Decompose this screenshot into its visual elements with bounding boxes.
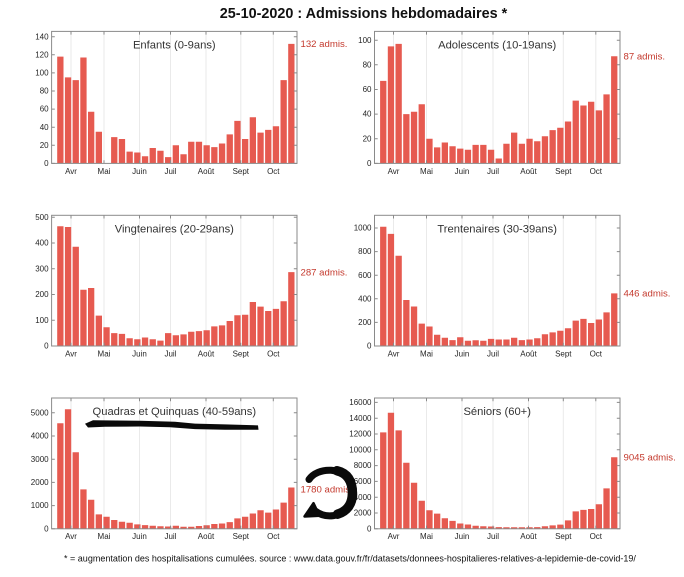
svg-text:100: 100 — [35, 69, 49, 78]
svg-text:1000: 1000 — [354, 224, 372, 233]
svg-text:60: 60 — [40, 105, 49, 114]
svg-text:Mai: Mai — [98, 532, 111, 541]
svg-text:1000: 1000 — [31, 501, 49, 510]
svg-text:Vingtenaires (20-29ans): Vingtenaires (20-29ans) — [115, 223, 234, 235]
svg-text:600: 600 — [358, 271, 372, 280]
svg-text:Août: Août — [198, 532, 215, 541]
svg-text:Sept: Sept — [555, 167, 572, 176]
svg-text:0: 0 — [44, 159, 49, 168]
svg-text:20: 20 — [363, 134, 372, 143]
svg-text:Août: Août — [198, 167, 215, 176]
svg-text:2000: 2000 — [354, 509, 372, 518]
svg-text:0: 0 — [44, 524, 49, 533]
svg-text:400: 400 — [35, 239, 49, 248]
svg-text:20: 20 — [40, 141, 49, 150]
svg-text:Adolescents (10-19ans): Adolescents (10-19ans) — [438, 39, 556, 51]
svg-text:200: 200 — [35, 290, 49, 299]
svg-text:80: 80 — [363, 60, 372, 69]
svg-text:Août: Août — [520, 349, 537, 358]
svg-text:Oct: Oct — [590, 532, 603, 541]
svg-text:Sept: Sept — [233, 167, 250, 176]
svg-text:Avr: Avr — [65, 532, 77, 541]
svg-text:4000: 4000 — [354, 493, 372, 502]
svg-text:287 admis.: 287 admis. — [301, 267, 348, 278]
svg-text:Avr: Avr — [388, 532, 400, 541]
svg-text:Oct: Oct — [267, 532, 280, 541]
svg-text:140: 140 — [35, 32, 49, 41]
svg-text:Juil: Juil — [487, 532, 499, 541]
svg-text:2000: 2000 — [31, 478, 49, 487]
svg-text:Quadras et Quinquas (40-59ans): Quadras et Quinquas (40-59ans) — [93, 406, 257, 418]
svg-text:Oct: Oct — [267, 167, 280, 176]
svg-text:Août: Août — [198, 349, 215, 358]
svg-text:Sept: Sept — [555, 349, 572, 358]
svg-text:0: 0 — [44, 342, 49, 351]
svg-text:3000: 3000 — [31, 455, 49, 464]
svg-text:Avr: Avr — [388, 349, 400, 358]
svg-text:Mai: Mai — [98, 167, 111, 176]
svg-text:500: 500 — [35, 213, 49, 222]
svg-text:0: 0 — [367, 342, 372, 351]
svg-text:25-10-2020 : Admissions hebdom: 25-10-2020 : Admissions hebdomadaires * — [220, 6, 508, 22]
svg-text:Oct: Oct — [590, 167, 603, 176]
svg-text:Juin: Juin — [455, 349, 470, 358]
svg-text:Juil: Juil — [164, 349, 176, 358]
svg-text:Juin: Juin — [455, 167, 470, 176]
svg-text:Sept: Sept — [233, 532, 250, 541]
svg-text:87 admis.: 87 admis. — [624, 51, 666, 62]
svg-text:800: 800 — [358, 247, 372, 256]
svg-text:446 admis.: 446 admis. — [624, 289, 671, 300]
svg-text:Juin: Juin — [455, 532, 470, 541]
svg-text:1780 admis.: 1780 admis. — [301, 485, 353, 496]
svg-text:132 admis.: 132 admis. — [301, 39, 348, 50]
svg-text:Juil: Juil — [164, 532, 176, 541]
svg-text:0: 0 — [367, 524, 372, 533]
svg-text:Mai: Mai — [420, 532, 433, 541]
svg-text:Juil: Juil — [487, 167, 499, 176]
svg-text:4000: 4000 — [31, 432, 49, 441]
svg-text:40: 40 — [363, 110, 372, 119]
svg-text:8000: 8000 — [354, 461, 372, 470]
svg-text:Juil: Juil — [164, 167, 176, 176]
svg-text:Mai: Mai — [420, 349, 433, 358]
svg-text:Oct: Oct — [267, 349, 280, 358]
svg-text:16000: 16000 — [349, 398, 372, 407]
svg-text:Sept: Sept — [555, 532, 572, 541]
svg-text:5000: 5000 — [31, 408, 49, 417]
svg-text:40: 40 — [40, 123, 49, 132]
svg-text:Juil: Juil — [487, 349, 499, 358]
svg-text:12000: 12000 — [349, 430, 372, 439]
svg-text:Oct: Oct — [590, 349, 603, 358]
svg-text:120: 120 — [35, 50, 49, 59]
svg-text:Enfants (0-9ans): Enfants (0-9ans) — [133, 39, 216, 51]
svg-text:Mai: Mai — [420, 167, 433, 176]
svg-text:Juin: Juin — [132, 349, 147, 358]
svg-text:100: 100 — [358, 36, 372, 45]
svg-text:200: 200 — [358, 318, 372, 327]
svg-text:Juin: Juin — [132, 532, 147, 541]
svg-text:400: 400 — [358, 294, 372, 303]
svg-text:80: 80 — [40, 87, 49, 96]
svg-text:Août: Août — [520, 167, 537, 176]
svg-text:Mai: Mai — [98, 349, 111, 358]
svg-text:Avr: Avr — [65, 349, 77, 358]
svg-text:Sept: Sept — [233, 349, 250, 358]
svg-text:9045 admis.: 9045 admis. — [624, 453, 676, 464]
svg-text:Avr: Avr — [65, 167, 77, 176]
svg-text:Juin: Juin — [132, 167, 147, 176]
svg-text:Août: Août — [520, 532, 537, 541]
svg-text:Trentenaires (30-39ans): Trentenaires (30-39ans) — [437, 223, 557, 235]
svg-text:6000: 6000 — [354, 477, 372, 486]
svg-text:* = augmentation des hospitali: * = augmentation des hospitalisations cu… — [64, 554, 636, 564]
svg-text:14000: 14000 — [349, 414, 372, 423]
svg-text:Séniors (60+): Séniors (60+) — [463, 406, 531, 418]
svg-text:300: 300 — [35, 264, 49, 273]
svg-text:60: 60 — [363, 85, 372, 94]
svg-text:0: 0 — [367, 159, 372, 168]
svg-text:100: 100 — [35, 316, 49, 325]
svg-text:Avr: Avr — [388, 167, 400, 176]
svg-text:10000: 10000 — [349, 445, 372, 454]
